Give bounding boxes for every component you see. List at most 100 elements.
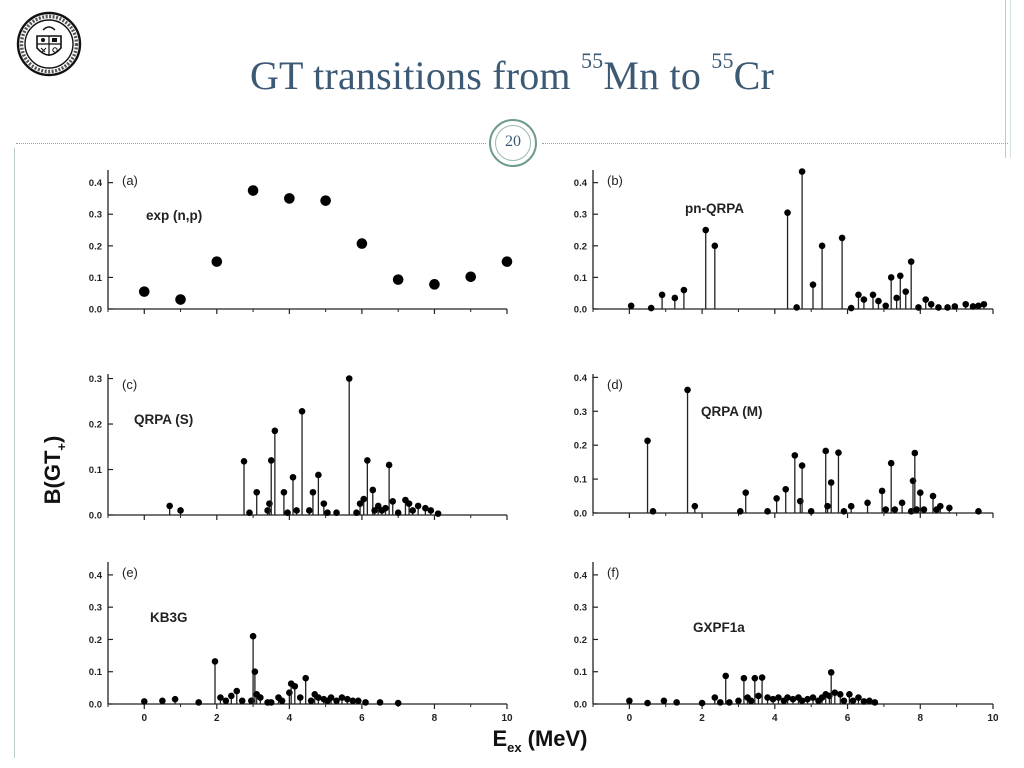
x-tick-label: 6	[359, 713, 365, 724]
y-tick-label: 0.3	[89, 210, 102, 221]
stem-point	[394, 509, 402, 517]
stem-point	[284, 509, 291, 517]
stem-point	[698, 699, 706, 707]
stem-point	[673, 699, 680, 706]
y-tick-label: 0.1	[89, 667, 103, 678]
stem-point	[809, 281, 817, 288]
stem-point	[840, 508, 848, 515]
stem-point	[975, 508, 982, 515]
stem-point	[394, 699, 402, 707]
stem-point	[849, 697, 857, 705]
x-tick-label: 10	[501, 713, 513, 724]
stem-point	[869, 291, 877, 299]
stem-point	[827, 669, 835, 676]
stem-point	[251, 668, 259, 676]
stem-point	[296, 694, 304, 701]
data-point	[138, 286, 150, 297]
institute-seal-icon	[16, 11, 82, 77]
stem-point	[333, 509, 340, 517]
stem-point	[784, 694, 791, 701]
stem-point	[627, 302, 635, 310]
stem-point	[831, 689, 839, 697]
stem-point	[907, 258, 915, 265]
stem-point	[434, 510, 442, 517]
stem-point	[680, 286, 688, 294]
stem-point	[824, 502, 831, 510]
stem-point	[309, 488, 317, 496]
data-point	[320, 195, 331, 206]
stem-point	[338, 694, 346, 701]
data-point	[465, 271, 477, 283]
stem-point	[376, 699, 384, 706]
y-tick-label: 0.3	[89, 603, 102, 614]
y-tick-label: 0.1	[89, 465, 103, 476]
data-point	[284, 193, 295, 204]
stem-point	[374, 502, 382, 510]
chart-panel-2: 0.0 0.1 0.2 0.3 0.4 (b) pn-QRPA	[574, 168, 994, 316]
stem-point	[211, 658, 219, 665]
stem-point	[775, 694, 782, 701]
y-axis-label: B(GT+)	[40, 436, 69, 505]
stem-point	[782, 485, 790, 493]
stem-point	[927, 300, 935, 308]
x-tick-label: 10	[987, 713, 999, 724]
stem-point	[278, 697, 286, 705]
stem-point	[291, 682, 299, 690]
stem-point	[882, 302, 890, 310]
stem-point	[356, 500, 364, 507]
stem-point	[369, 486, 377, 494]
frame-line	[14, 148, 15, 758]
stem-point	[716, 699, 724, 706]
stem-point	[240, 458, 248, 465]
stem-point	[875, 297, 882, 305]
institute-logo	[16, 2, 82, 91]
stem-point	[353, 509, 360, 517]
stem-point	[660, 697, 668, 705]
stem-point	[764, 694, 771, 701]
stem-point	[267, 699, 275, 706]
series-label: pn-QRPA	[685, 201, 744, 216]
panel-label: (a)	[122, 173, 138, 188]
page-number: 20	[505, 133, 521, 150]
divider-left	[16, 143, 486, 144]
stem-point	[302, 674, 309, 682]
x-tick-label: 2	[699, 713, 705, 724]
y-tick-label: 0.0	[89, 305, 102, 316]
stem-point	[238, 697, 246, 705]
stem-point	[764, 508, 771, 515]
stem-point	[307, 697, 315, 705]
stem-point	[871, 699, 879, 706]
stem-point	[882, 506, 890, 513]
stem-point	[804, 695, 811, 703]
stem-point	[222, 697, 230, 705]
stem-point	[864, 499, 871, 507]
stem-point	[878, 487, 886, 495]
stem-point	[722, 672, 730, 680]
series-label: QRPA (M)	[701, 404, 763, 419]
stem-point	[893, 294, 900, 302]
series-label: GXPF1a	[693, 620, 745, 635]
stem-point	[344, 695, 351, 703]
stem-point	[644, 437, 651, 445]
stem-point	[742, 489, 750, 496]
y-tick-label: 0.1	[89, 273, 103, 284]
data-point	[247, 185, 259, 196]
stem-point	[166, 502, 173, 510]
stem-point	[838, 234, 846, 242]
data-point	[211, 256, 223, 267]
y-tick-label: 0.2	[574, 635, 587, 646]
y-tick-label: 0.4	[89, 178, 103, 189]
panel-label: (b)	[607, 173, 623, 188]
slide-title: GT transitions from 55Mn to 55Cr	[249, 48, 775, 98]
y-tick-label: 0.0	[574, 509, 587, 520]
series-label: QRPA (S)	[134, 412, 193, 427]
x-tick-label: 0	[627, 713, 633, 724]
stem-point	[807, 508, 815, 515]
stem-point	[324, 509, 331, 517]
panel-label: (c)	[122, 377, 137, 392]
x-tick-label: 0	[141, 713, 147, 724]
stem-point	[159, 697, 166, 705]
stem-point	[389, 498, 397, 505]
data-point	[356, 238, 368, 249]
